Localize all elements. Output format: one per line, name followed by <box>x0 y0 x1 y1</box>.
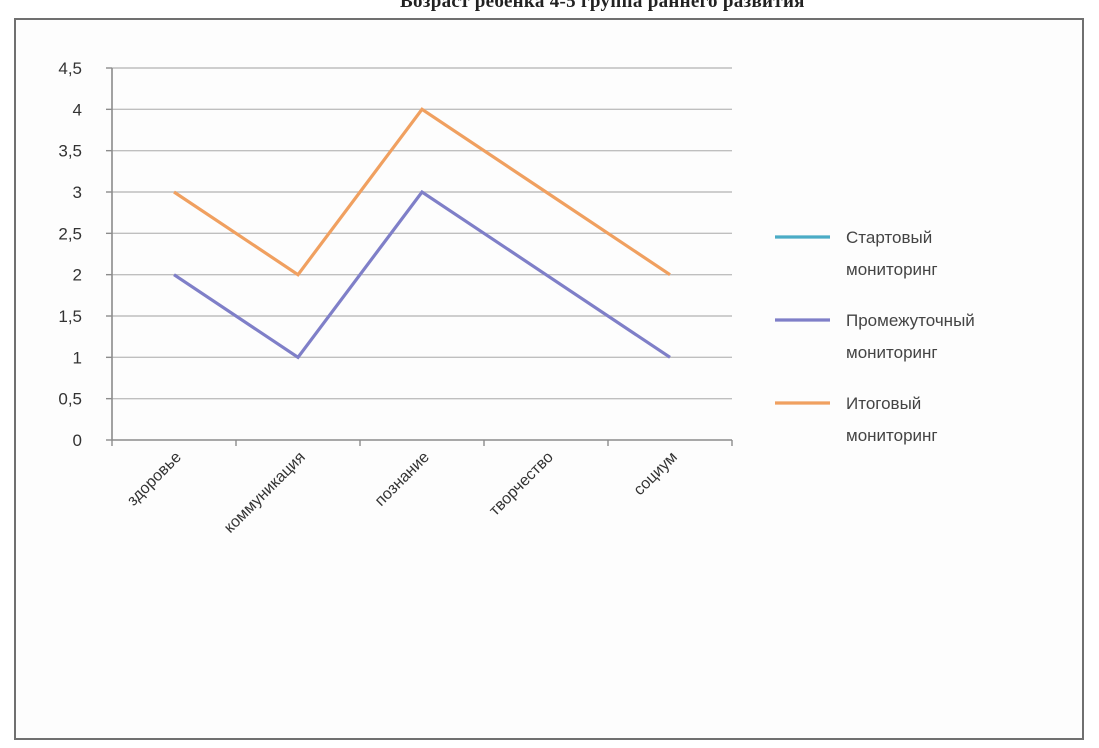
legend-label-0: мониторинг <box>846 260 938 279</box>
y-tick-label: 1,5 <box>58 307 82 326</box>
legend-label-2: мониторинг <box>846 426 938 445</box>
y-tick-label: 4 <box>73 100 82 119</box>
legend-label-1: Промежуточный <box>846 311 975 330</box>
axes <box>106 67 733 446</box>
x-tick-label: познание <box>372 449 433 510</box>
series-lines <box>173 107 671 360</box>
legend: Стартовый мониторинг Промежуточный монитори… <box>775 228 975 445</box>
y-tick-label: 2 <box>73 266 82 285</box>
page-caption: Возраст ребенка 4-5 группа раннего разви… <box>400 0 805 12</box>
y-tick-label: 1 <box>73 348 82 367</box>
gridlines <box>112 67 732 400</box>
y-tick-label: 0 <box>73 431 82 450</box>
legend-label-1: мониторинг <box>846 343 938 362</box>
chart-frame <box>14 18 1084 740</box>
y-tick-label: 0,5 <box>58 390 82 409</box>
x-tick-label: здоровье <box>124 449 185 510</box>
series-line-1 <box>173 189 671 360</box>
legend-label-0: Стартовый <box>846 228 932 247</box>
legend-label-2: Итоговый <box>846 394 921 413</box>
x-tick-label: коммуникация <box>221 449 309 537</box>
y-tick-label: 2,5 <box>58 224 82 243</box>
y-tick-label: 3 <box>73 183 82 202</box>
y-tick-label: 3,5 <box>58 142 82 161</box>
x-tick-label: социум <box>631 449 681 499</box>
x-tick-label: творчество <box>486 449 557 520</box>
y-tick-labels: 0 0,5 1 1,5 2 2,5 3 3,5 4 4,5 <box>58 59 82 450</box>
series-line-2 <box>173 107 671 277</box>
x-tick-labels: здоровье коммуникация познание творчество со… <box>124 449 681 537</box>
y-tick-label: 4,5 <box>58 59 82 78</box>
